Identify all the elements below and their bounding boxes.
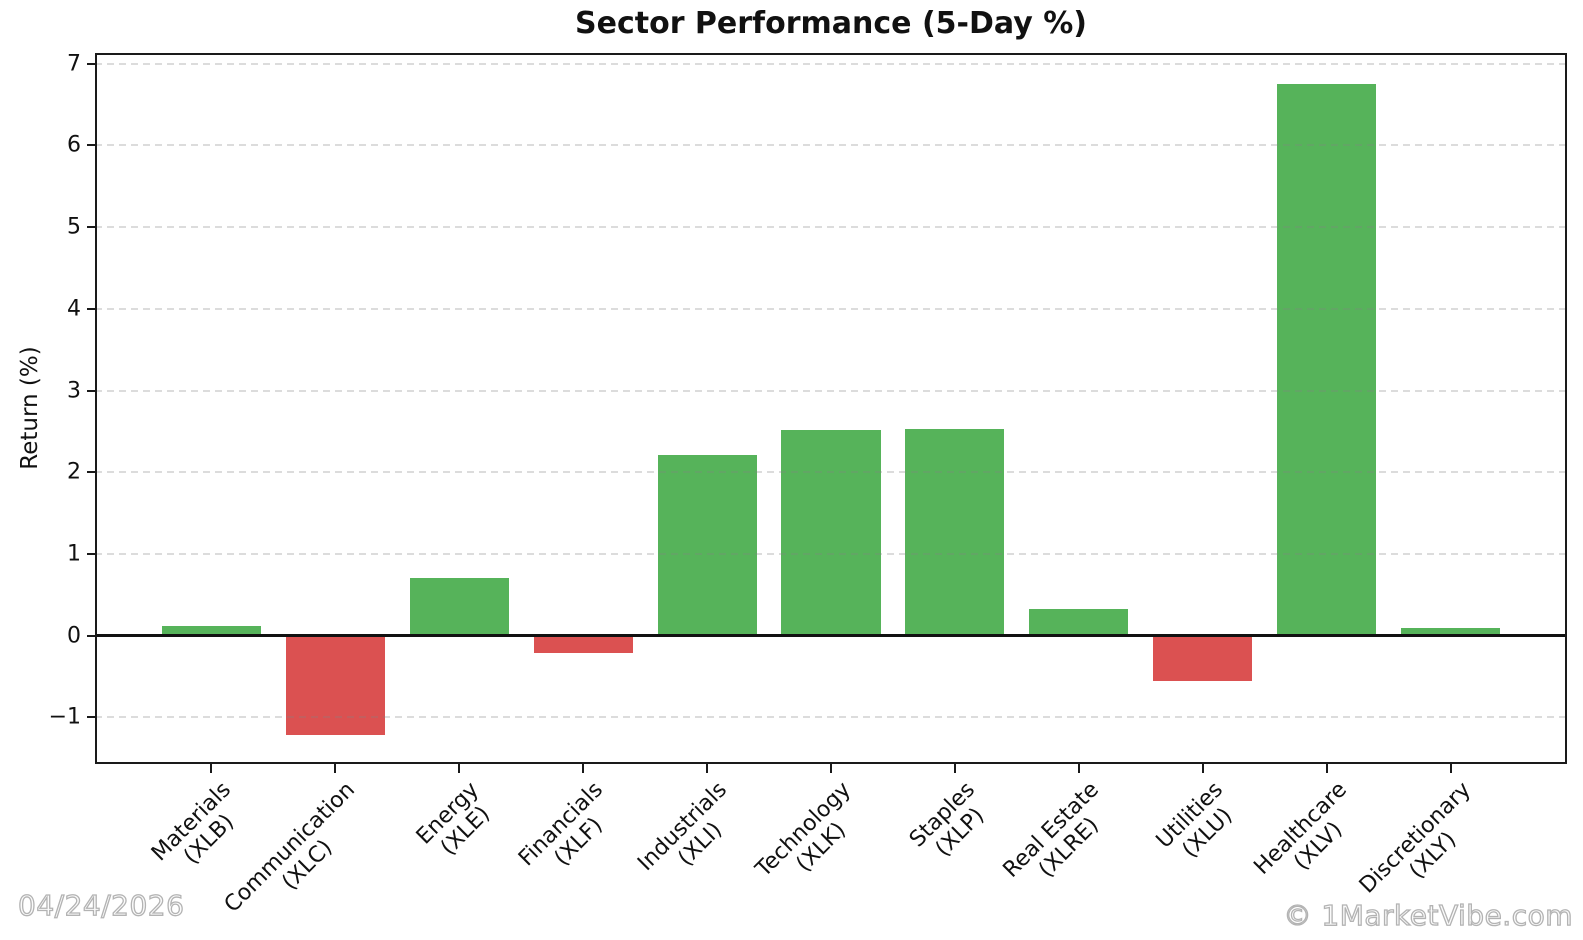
bar-xlv xyxy=(1277,84,1377,636)
y-gridline xyxy=(95,471,1567,474)
x-tick-mark xyxy=(706,764,709,773)
x-tick-mark xyxy=(1449,764,1452,773)
y-tick-mark xyxy=(87,716,95,719)
bar-xly xyxy=(1400,627,1501,636)
x-tick-mark xyxy=(582,764,585,773)
chart-title: Sector Performance (5-Day %) xyxy=(575,6,1087,41)
y-tick-label: 7 xyxy=(67,51,81,77)
y-gridline xyxy=(95,552,1567,555)
x-tick-label: Real Estate (XLRE) xyxy=(998,777,1104,883)
y-tick-label: 6 xyxy=(67,132,81,158)
x-tick-label: Communication (XLC) xyxy=(220,777,361,918)
x-tick-label: Financials (XLF) xyxy=(514,777,609,872)
watermark-credit: © 1MarketVibe.com xyxy=(1283,898,1573,932)
x-tick-mark xyxy=(458,764,461,773)
x-tick-label: Industrials (XLI) xyxy=(633,777,733,877)
bar-xlc xyxy=(285,635,385,736)
x-tick-mark xyxy=(953,764,956,773)
axis-spine-bottom xyxy=(95,762,1567,764)
bar-xlf xyxy=(533,635,633,653)
y-tick-label: 0 xyxy=(67,623,81,649)
bar-xlb xyxy=(161,625,262,636)
x-tick-label: Energy (XLE) xyxy=(412,777,496,861)
y-tick-mark xyxy=(87,471,95,474)
y-gridline xyxy=(95,716,1567,719)
y-tick-label: −1 xyxy=(48,704,81,730)
axis-spine-left xyxy=(95,53,97,764)
y-tick-label: 1 xyxy=(67,541,81,567)
x-tick-mark xyxy=(830,764,832,773)
x-tick-mark xyxy=(1325,764,1328,773)
x-tick-label: Discretionary (XLY) xyxy=(1354,777,1476,899)
bar-xlu xyxy=(1153,635,1253,681)
bar-xlp xyxy=(905,428,1005,636)
y-tick-mark xyxy=(87,634,95,637)
y-gridline xyxy=(95,226,1567,229)
y-tick-mark xyxy=(87,144,95,147)
bar-xle xyxy=(409,577,509,636)
y-gridline xyxy=(95,307,1567,310)
bar-xlre xyxy=(1029,608,1129,636)
plot-area: 7 6 5 4 3 2 1 0 −1 Materials (XLB) Communication (… xyxy=(49,51,1567,918)
bar-xlk xyxy=(781,429,881,636)
y-tick-mark xyxy=(87,226,95,229)
x-tick-label: Materials (XLB) xyxy=(147,777,240,870)
x-tick-label: Staples (XLP) xyxy=(904,777,989,862)
x-tick-mark xyxy=(1201,764,1204,773)
x-tick-mark xyxy=(210,764,213,773)
y-tick-label: 2 xyxy=(67,459,81,485)
y-gridline xyxy=(95,144,1567,147)
y-tick-mark xyxy=(87,307,95,310)
y-tick-label: 4 xyxy=(67,296,81,322)
axis-spine-top xyxy=(95,53,1567,55)
watermark-date: 04/24/2026 xyxy=(17,888,185,922)
y-gridline xyxy=(95,62,1567,65)
y-gridline xyxy=(95,389,1567,392)
y-tick-label: 5 xyxy=(67,214,81,240)
zero-baseline xyxy=(95,634,1567,638)
x-tick-label: Utilities (XLU) xyxy=(1151,777,1237,863)
bar-xli xyxy=(657,455,757,636)
y-tick-mark xyxy=(87,552,95,555)
x-tick-label: Healthcare (XLV) xyxy=(1249,777,1352,880)
y-axis-label: Return (%) xyxy=(17,346,43,470)
y-tick-mark xyxy=(87,62,95,65)
y-tick-mark xyxy=(87,389,95,392)
x-tick-mark xyxy=(334,764,337,773)
x-tick-mark xyxy=(1077,764,1080,773)
axis-spine-right xyxy=(1565,53,1567,764)
y-tick-label: 3 xyxy=(67,378,81,404)
x-tick-label: Technology (XLK) xyxy=(751,777,856,883)
